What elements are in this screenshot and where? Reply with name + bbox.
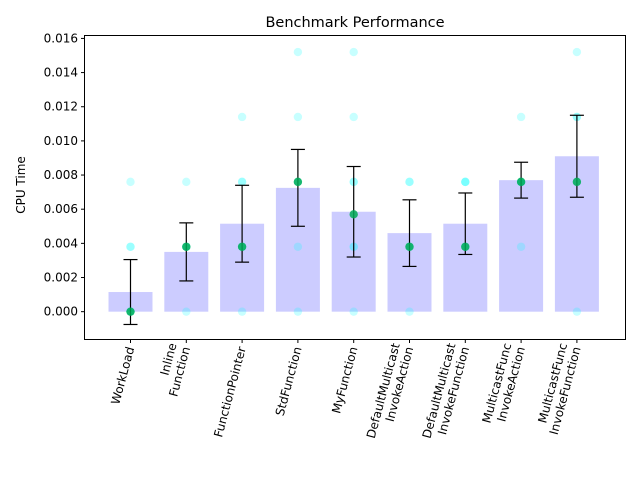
sample-point (237, 177, 247, 187)
sample-point (237, 112, 247, 122)
plot-frame (84, 35, 626, 340)
sample-point (572, 307, 582, 316)
median-point (126, 307, 135, 316)
x-tick-label: WorkLoad (108, 345, 137, 406)
sample-point (349, 47, 358, 57)
x-tick-label: FunctionPointer (211, 345, 249, 439)
sample-point (182, 177, 191, 187)
y-tick-label: 0.004 (44, 236, 78, 250)
y-axis: 0.000 0.002 0.004 0.006 0.008 0.010 0.012 0.014… (44, 31, 85, 319)
sample-point (405, 307, 414, 316)
sample-point (516, 242, 526, 251)
sample-point (293, 47, 303, 57)
x-tick-label-line: WorkLoad (108, 345, 137, 406)
x-tick-label: MyFunction (329, 345, 360, 415)
chart-title: Benchmark Performance (265, 15, 444, 31)
median-point (516, 177, 526, 187)
y-tick-label: 0.006 (44, 202, 78, 216)
sample-point (237, 177, 247, 187)
y-tick-label: 0.002 (44, 271, 78, 285)
sample-point (293, 307, 303, 316)
x-tick-label-line: FunctionPointer (211, 345, 249, 439)
sample-point (293, 242, 303, 251)
sample-point (516, 112, 526, 122)
sample-point (293, 112, 303, 122)
y-tick-label: 0.016 (44, 31, 78, 45)
x-tick-label-line: StdFunction (273, 345, 305, 417)
sample-point (461, 177, 470, 187)
median-point (461, 242, 470, 251)
sample-point (126, 242, 135, 251)
y-tick-label: 0.012 (44, 100, 78, 114)
sample-point (349, 307, 358, 316)
y-tick-label: 0.010 (44, 134, 78, 148)
median-point (182, 242, 191, 251)
sample-point (182, 307, 191, 316)
sample-point (572, 47, 582, 57)
bar (499, 180, 544, 312)
median-point (572, 177, 582, 187)
sample-point (405, 177, 414, 187)
x-tick-label-line: MyFunction (329, 345, 360, 415)
sample-point (405, 177, 414, 187)
y-tick-label: 0.000 (44, 305, 78, 319)
sample-point (126, 242, 135, 251)
sample-point (461, 177, 470, 187)
sample-point (349, 112, 358, 122)
y-tick-label: 0.014 (44, 66, 78, 80)
sample-point (461, 177, 470, 187)
plot-area (108, 47, 599, 326)
median-point (237, 242, 247, 251)
median-point (293, 177, 303, 187)
median-point (405, 242, 414, 251)
y-axis-label: CPU Time (14, 156, 28, 214)
sample-point (237, 307, 247, 316)
x-tick-label: StdFunction (273, 345, 305, 417)
sample-point (126, 177, 135, 187)
median-point (349, 210, 358, 219)
y-tick-label: 0.008 (44, 168, 78, 182)
